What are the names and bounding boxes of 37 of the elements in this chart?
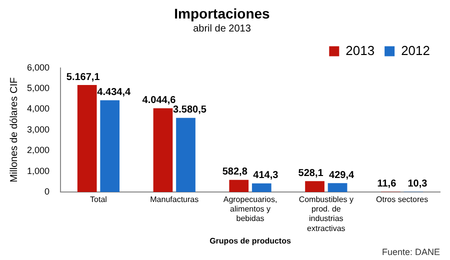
bar: [328, 183, 348, 192]
bar: [305, 181, 324, 192]
data-label: 3.580,5: [173, 104, 207, 116]
x-tick-label: Total: [90, 195, 108, 204]
y-tick-label: 5,000: [26, 82, 50, 93]
y-tick-label: 2,000: [26, 145, 50, 156]
data-label: 528,1: [298, 168, 324, 179]
y-tick-label: 0: [44, 186, 50, 196]
data-label: 582,8: [222, 166, 248, 178]
bar: [153, 108, 173, 192]
data-label: 4.044,6: [142, 95, 176, 106]
y-tick-label: 3,000: [26, 124, 50, 134]
bar: [229, 180, 249, 192]
x-tick-label: Combustibles y prod. de industrias extractivas: [298, 195, 354, 233]
data-label: 4.434,4: [97, 86, 131, 98]
x-tick-label: Manufacturas: [150, 195, 199, 204]
y-tick-label: 4,000: [26, 104, 50, 114]
data-label: 11,6: [377, 178, 397, 190]
source-note: Fuente: DANE: [382, 246, 440, 257]
y-axis-title: Millones de dólares CIF: [8, 77, 20, 182]
legend-label: 2012: [401, 42, 430, 58]
y-tick-label: 6,000: [26, 62, 50, 72]
x-tick-label: Otros sectores: [376, 195, 428, 204]
bar: [100, 100, 120, 192]
x-tick-label: Agropecuarios, alimentos y bebidas: [223, 195, 278, 224]
data-label: 10,3: [408, 178, 428, 190]
data-label: 5.167,1: [66, 72, 100, 83]
bar: [77, 85, 97, 192]
legend-label: 2013: [346, 42, 375, 58]
chart-title: Importaciones: [174, 5, 270, 22]
bar: [176, 118, 196, 192]
chart-subtitle: abril de 2013: [193, 24, 252, 35]
bar: [252, 183, 272, 192]
data-label: 414,3: [253, 170, 279, 182]
x-axis-title: Grupos de productos: [210, 236, 292, 246]
y-tick-label: 1,000: [26, 166, 50, 176]
data-label: 429,4: [329, 170, 354, 181]
